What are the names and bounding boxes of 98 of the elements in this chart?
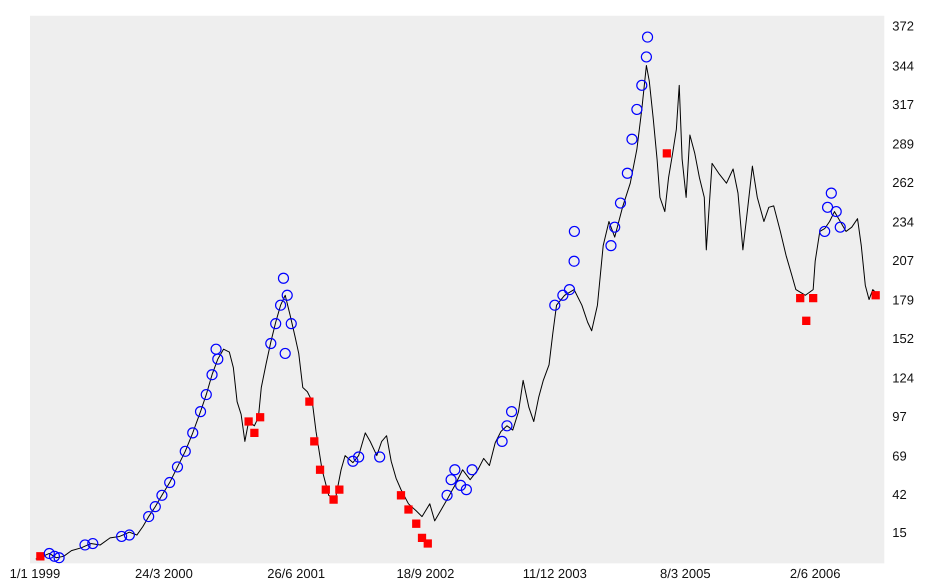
x-tick-label: 18/9 2002 <box>396 566 454 581</box>
point <box>441 490 453 501</box>
point <box>48 550 60 562</box>
point <box>568 226 580 238</box>
point <box>172 461 184 473</box>
y-tick-label: 124 <box>892 370 914 386</box>
x-tick-label: 24/3 2000 <box>135 566 193 581</box>
point <box>614 197 626 209</box>
point <box>412 520 420 528</box>
y-tick-label: 344 <box>892 58 914 74</box>
point <box>819 226 830 238</box>
point <box>305 398 314 406</box>
point <box>802 316 810 325</box>
point <box>87 538 98 550</box>
y-tick-label: 152 <box>892 330 914 346</box>
point <box>270 318 282 330</box>
point <box>446 474 457 486</box>
point <box>830 206 842 218</box>
point <box>244 417 253 426</box>
point <box>180 446 191 457</box>
point <box>834 222 846 233</box>
x-tick-label: 8/3 2005 <box>660 566 711 581</box>
point <box>396 491 406 500</box>
point <box>374 451 386 463</box>
point <box>455 480 466 491</box>
point <box>316 466 324 474</box>
point <box>210 344 222 355</box>
point <box>609 222 620 233</box>
y-tick-label: 234 <box>892 214 914 230</box>
point <box>626 134 638 145</box>
x-tick-label: 2/6 2006 <box>790 566 840 581</box>
y-tick-label: 207 <box>892 252 914 268</box>
y-tick-label: 97 <box>892 408 907 424</box>
point <box>274 300 286 311</box>
point <box>310 437 318 446</box>
point <box>150 501 161 512</box>
point <box>564 284 576 296</box>
point <box>187 427 198 438</box>
point <box>822 202 834 213</box>
point <box>549 300 560 311</box>
point <box>212 354 224 365</box>
y-tick-label: 317 <box>892 96 914 112</box>
point <box>353 451 364 463</box>
point <box>194 406 206 418</box>
point <box>418 534 426 542</box>
point <box>568 256 580 267</box>
point <box>636 80 648 91</box>
y-tick-label: 289 <box>892 136 914 152</box>
point <box>642 31 654 43</box>
point <box>826 188 837 199</box>
point <box>631 104 642 116</box>
point <box>640 51 652 63</box>
point <box>79 539 91 551</box>
point <box>53 552 65 564</box>
point <box>143 510 154 522</box>
point <box>44 548 55 560</box>
point <box>265 338 276 350</box>
point <box>322 485 330 494</box>
point <box>156 490 168 501</box>
point <box>809 294 818 302</box>
point <box>605 240 617 252</box>
point <box>424 539 432 548</box>
y-tick-label: 69 <box>892 448 907 464</box>
point <box>116 530 128 542</box>
y-tick-label: 15 <box>892 525 907 540</box>
point <box>335 485 344 494</box>
point <box>250 428 259 438</box>
point <box>286 318 297 330</box>
point <box>206 369 218 380</box>
point <box>200 388 212 400</box>
point <box>347 456 358 467</box>
point <box>282 290 293 301</box>
point <box>466 464 478 476</box>
y-tick-label: 262 <box>892 174 914 190</box>
point <box>872 291 880 300</box>
point <box>280 348 291 360</box>
x-tick-label: 1/1 1999 <box>10 566 60 581</box>
point <box>124 529 135 541</box>
point <box>662 149 671 158</box>
point <box>164 476 176 488</box>
point <box>460 484 472 496</box>
point <box>36 552 45 560</box>
point <box>506 406 518 418</box>
point <box>404 505 413 514</box>
point <box>496 436 508 447</box>
y-tick-label: 42 <box>892 486 907 502</box>
y-tick-label: 179 <box>892 292 914 308</box>
x-tick-label: 26/6 2001 <box>267 566 326 581</box>
point <box>329 495 338 504</box>
point <box>278 272 290 284</box>
point <box>622 168 633 179</box>
y-tick-label: 372 <box>892 18 914 34</box>
point <box>796 294 804 302</box>
point <box>501 420 513 432</box>
point <box>449 464 460 476</box>
point <box>557 290 568 301</box>
x-tick-label: 11/12 2003 <box>522 566 587 581</box>
point <box>256 413 264 422</box>
